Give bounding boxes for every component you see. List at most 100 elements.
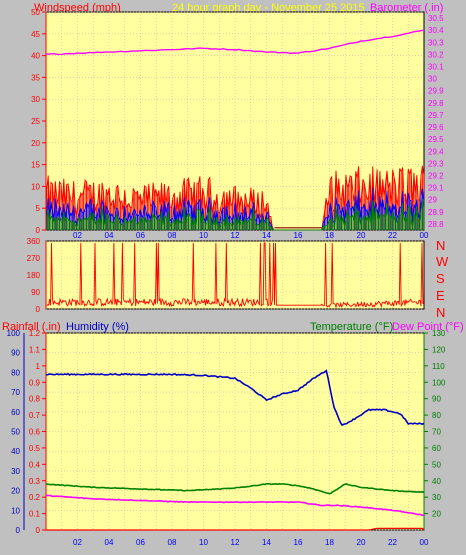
rainfall-y-tick-0.4: 0.4 <box>29 460 41 469</box>
humidity-y-tick-100: 100 <box>7 329 21 338</box>
barometer-y-tick-29.5: 29.5 <box>428 135 444 144</box>
p1-x-tick-02: 02 <box>73 231 82 240</box>
p1-x-tick-10: 10 <box>199 231 208 240</box>
windspeed-label: Windspeed (mph) <box>34 2 121 14</box>
temperature-label: Temperature (°F) <box>310 321 393 333</box>
compass-e: E <box>436 288 445 303</box>
p3-x-tick-18: 18 <box>325 538 334 547</box>
humidity-y-tick-70: 70 <box>11 388 20 397</box>
wind-y-tick-50: 50 <box>31 8 40 17</box>
direction-panel-grid <box>46 240 424 310</box>
dewpoint-label: Dew Point (°F) <box>392 321 464 333</box>
barometer-y-tick-30.3: 30.3 <box>428 38 444 47</box>
direction-y-tick-360: 360 <box>27 237 41 246</box>
rainfall-y-tick-0.6: 0.6 <box>29 428 41 437</box>
temperature-y-tick-40: 40 <box>432 477 441 486</box>
wind-y-tick-10: 10 <box>31 182 40 191</box>
barometer-line <box>45 29 425 56</box>
windspeed-low-line <box>46 199 425 231</box>
humidity-y-tick-50: 50 <box>11 428 20 437</box>
barometer-y-tick-29: 29 <box>428 196 437 205</box>
rainfall-y-axis: 0 0.1 0.2 0.3 0.4 0.5 0.6 0.7 0.8 0.9 1 1.1 1.2 <box>29 329 47 535</box>
temperature-y-tick-130: 130 <box>432 329 446 338</box>
p3-x-tick-22: 22 <box>388 538 397 547</box>
p1-x-tick-18: 18 <box>325 231 334 240</box>
p3-x-tick-10: 10 <box>199 538 208 547</box>
barometer-y-tick-29.3: 29.3 <box>428 159 444 168</box>
graph-title: 24 hour graph day - November 25 2015 <box>172 2 365 14</box>
p3-x-tick-08: 08 <box>168 538 177 547</box>
rainfall-y-tick-0.3: 0.3 <box>29 477 41 486</box>
compass-labels: N W S E N <box>436 238 449 320</box>
p1-x-tick-04: 04 <box>105 231 114 240</box>
wind-y-axis: 0 5 10 15 20 25 30 35 40 45 50 <box>31 8 47 235</box>
temperature-line <box>45 482 425 495</box>
wind-y-tick-25: 25 <box>31 117 40 126</box>
rainfall-y-tick-0.8: 0.8 <box>29 395 41 404</box>
temperature-y-tick-60: 60 <box>432 444 441 453</box>
compass-w: W <box>436 254 449 269</box>
wind-y-tick-20: 20 <box>31 139 40 148</box>
humidity-y-tick-30: 30 <box>11 467 20 476</box>
rainfall-y-tick-0.5: 0.5 <box>29 444 41 453</box>
barometer-y-tick-30.1: 30.1 <box>428 63 444 72</box>
barometer-y-tick-29.9: 29.9 <box>428 87 444 96</box>
temperature-y-tick-70: 70 <box>432 428 441 437</box>
humidity-y-tick-10: 10 <box>11 506 20 515</box>
lower-x-axis: 02 04 06 08 10 12 14 16 18 20 22 00 <box>73 538 429 547</box>
temperature-y-tick-20: 20 <box>432 510 441 519</box>
rainfall-line <box>46 527 425 531</box>
barometer-y-tick-30.5: 30.5 <box>428 14 444 23</box>
compass-s: S <box>436 271 445 286</box>
p3-x-tick-00: 00 <box>420 538 429 547</box>
temperature-y-tick-90: 90 <box>432 395 441 404</box>
barometer-y-tick-30.4: 30.4 <box>428 26 444 35</box>
wind-series <box>46 165 425 231</box>
p1-x-tick-16: 16 <box>294 231 303 240</box>
barometer-y-tick-29.1: 29.1 <box>428 184 444 193</box>
p1-x-tick-06: 06 <box>136 231 145 240</box>
wind-y-tick-5: 5 <box>36 204 41 213</box>
humidity-y-tick-40: 40 <box>11 447 20 456</box>
rainfall-y-tick-1.2: 1.2 <box>29 329 41 338</box>
p1-x-tick-20: 20 <box>357 231 366 240</box>
p3-x-tick-04: 04 <box>105 538 114 547</box>
wind-direction-line <box>46 242 425 309</box>
barometer-y-tick-28.8: 28.8 <box>428 220 444 229</box>
dewpoint-line <box>45 494 425 517</box>
direction-y-tick-90: 90 <box>31 288 40 297</box>
p3-x-tick-12: 12 <box>231 538 240 547</box>
p3-x-tick-06: 06 <box>136 538 145 547</box>
wind-y-tick-45: 45 <box>31 30 40 39</box>
humidity-y-tick-80: 80 <box>11 368 20 377</box>
humidity-y-tick-0: 0 <box>16 526 21 535</box>
direction-series <box>46 242 425 309</box>
wind-y-tick-30: 30 <box>31 95 40 104</box>
compass-n-top: N <box>436 238 445 253</box>
p1-x-tick-00: 00 <box>420 231 429 240</box>
humidity-label: Humidity (%) <box>66 321 129 333</box>
barometer-y-tick-29.2: 29.2 <box>428 172 444 181</box>
wind-x-axis: 02 04 06 08 10 12 14 16 18 20 22 00 <box>73 231 429 240</box>
rainfall-y-tick-0.2: 0.2 <box>29 493 41 502</box>
direction-y-axis: 0 90 180 270 360 <box>27 237 47 314</box>
humidity-y-axis: 0 10 20 30 40 50 60 70 80 90 100 <box>7 329 25 535</box>
barometer-y-tick-30.2: 30.2 <box>428 50 444 59</box>
p3-x-tick-14: 14 <box>262 538 271 547</box>
temperature-y-tick-120: 120 <box>432 345 446 354</box>
p1-x-tick-14: 14 <box>262 231 271 240</box>
humidity-y-tick-20: 20 <box>11 487 20 496</box>
barometer-y-tick-29.6: 29.6 <box>428 123 444 132</box>
rainfall-y-tick-0: 0 <box>36 526 41 535</box>
temperature-y-tick-110: 110 <box>432 362 445 371</box>
compass-n-bottom: N <box>436 305 445 320</box>
rainfall-y-tick-0.7: 0.7 <box>29 411 41 420</box>
wind-y-tick-15: 15 <box>31 161 40 170</box>
humidity-y-tick-60: 60 <box>11 408 20 417</box>
p3-x-tick-16: 16 <box>294 538 303 547</box>
rainfall-y-tick-0.9: 0.9 <box>29 378 41 387</box>
barometer-series <box>45 29 425 56</box>
barometer-label: Barometer (.in) <box>370 2 443 14</box>
